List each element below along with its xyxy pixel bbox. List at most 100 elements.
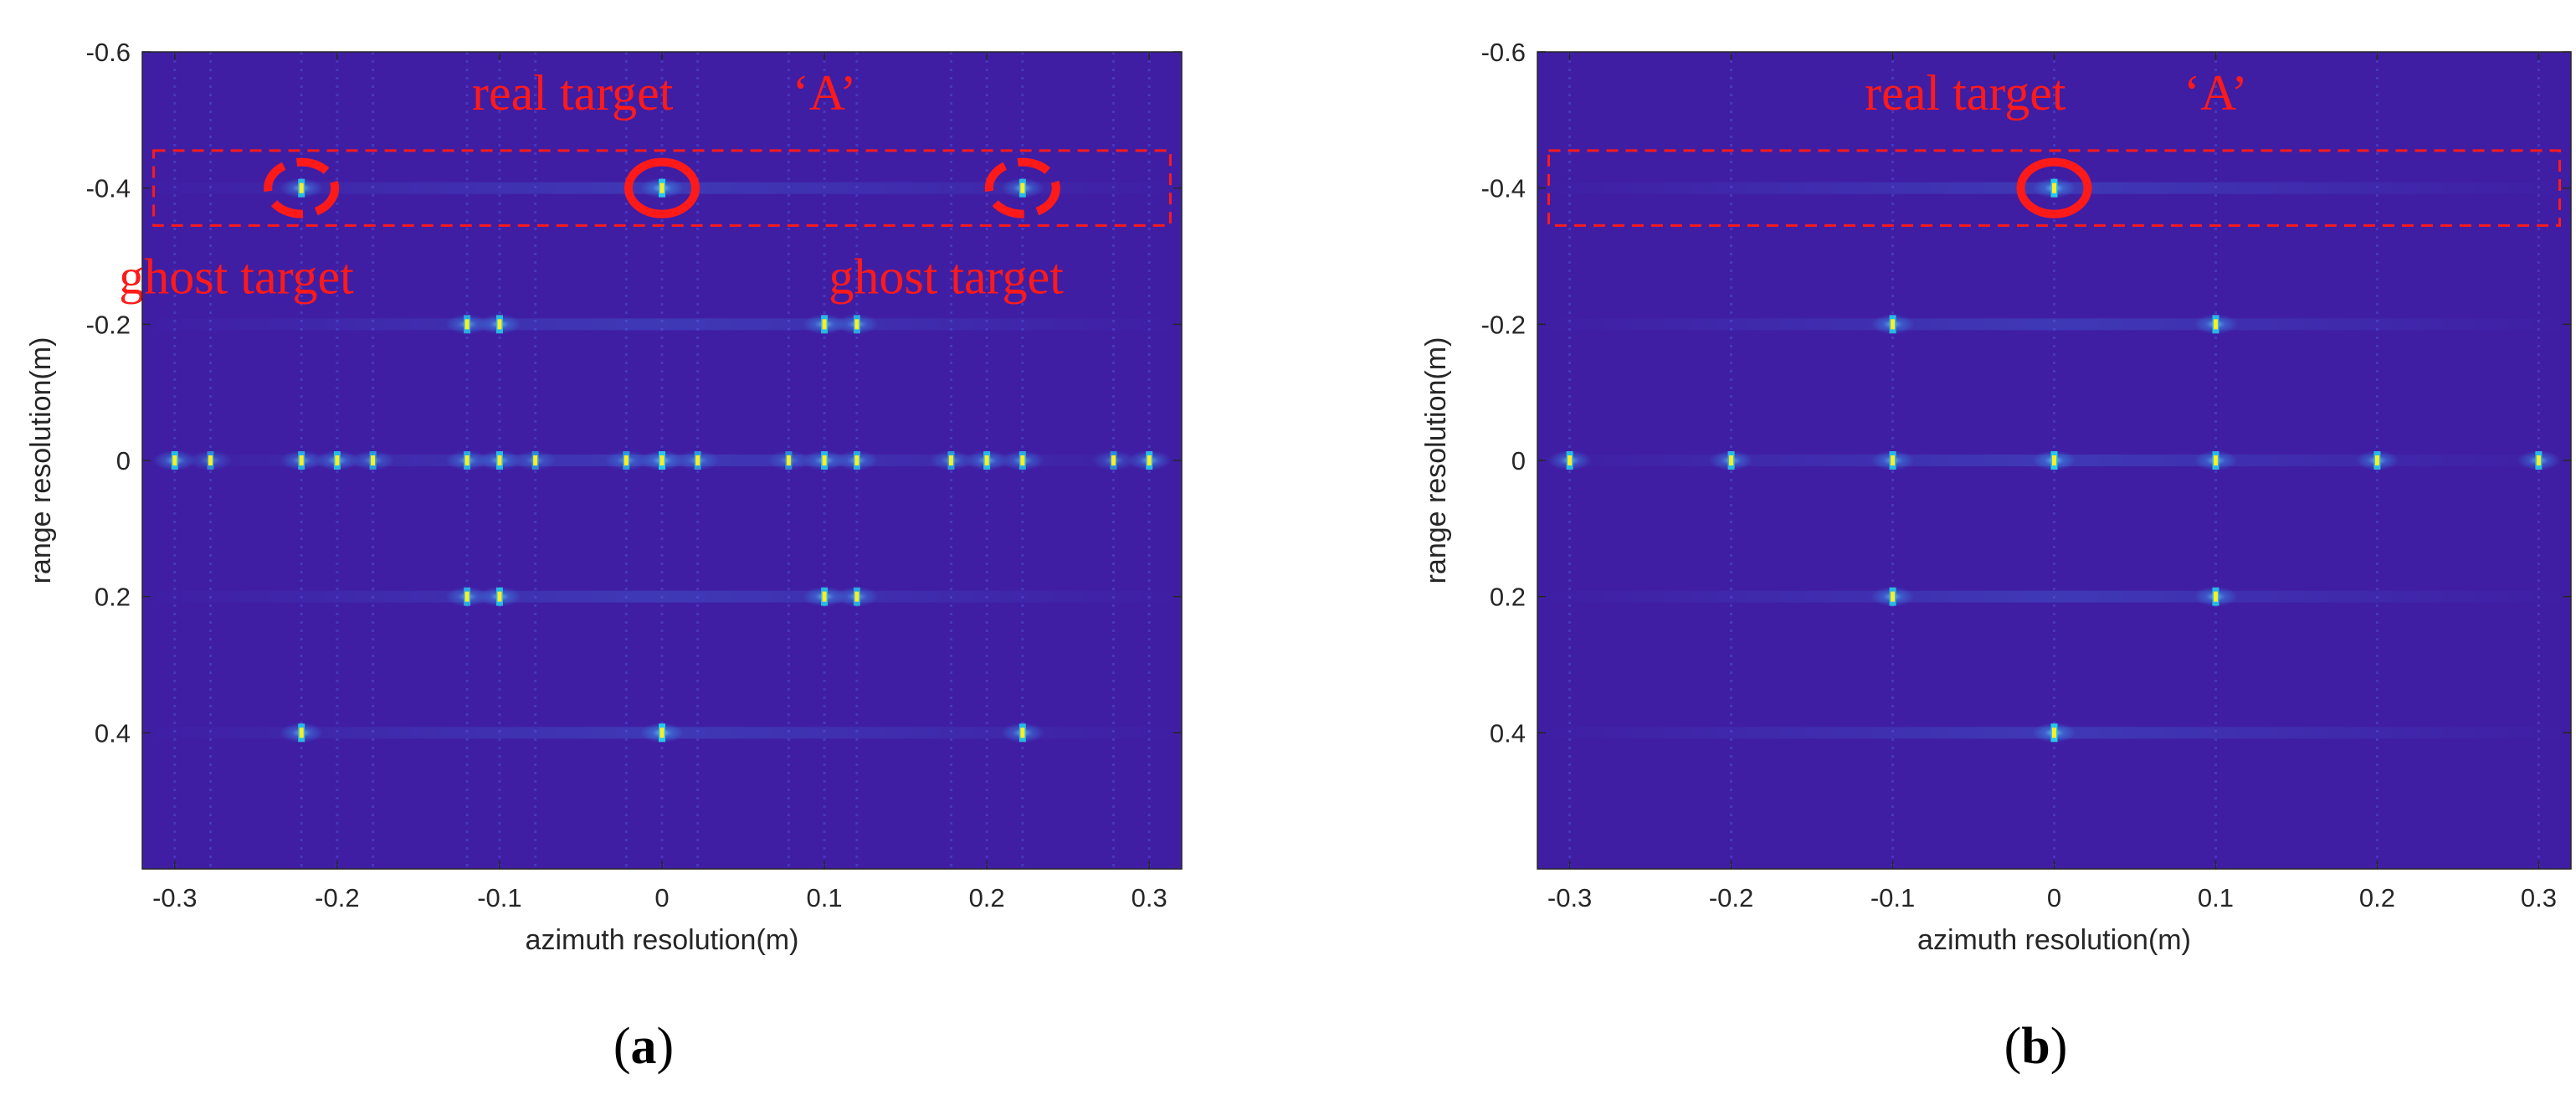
ghost-target-circle xyxy=(264,157,340,218)
y-tick-label: -0.4 xyxy=(86,174,131,203)
annotation-text: ‘A’ xyxy=(2183,65,2248,121)
panel-caption: (b) xyxy=(2004,1018,2068,1075)
scatter-point xyxy=(513,450,557,470)
y-tick-label: -0.4 xyxy=(1481,174,1526,203)
scatter-point xyxy=(767,450,811,470)
x-tick-label: -0.2 xyxy=(1709,883,1753,912)
panel-caption: (a) xyxy=(613,1018,674,1075)
y-tick-label: 0.2 xyxy=(95,583,131,612)
y-tick-label: 0.4 xyxy=(95,718,131,748)
annotations-layer: real target ‘A’ ghost target ghost target xyxy=(119,65,1172,305)
scatter-point xyxy=(640,722,684,743)
x-tick-label: -0.3 xyxy=(1547,883,1592,912)
annotation-text: real target xyxy=(1865,65,2066,121)
scatter-point xyxy=(929,450,973,470)
scatter-point xyxy=(834,450,879,470)
scatter-point xyxy=(2194,450,2238,470)
y-tick-label: 0 xyxy=(1511,446,1526,475)
scatter-point xyxy=(315,450,359,470)
scatter-point xyxy=(1091,450,1136,470)
scatter-points xyxy=(1547,177,2561,743)
x-tick-label: 0.3 xyxy=(1131,883,1167,912)
scatter-point xyxy=(2355,450,2399,470)
y-tick-label: -0.6 xyxy=(1481,38,1526,67)
x-tick-label: 0.2 xyxy=(2359,883,2395,912)
scatter-point xyxy=(188,450,233,470)
annotation-text: ghost target xyxy=(119,249,354,305)
scatter-point xyxy=(152,450,197,470)
scatter-point xyxy=(2032,722,2076,743)
x-axis-ticks: -0.3 -0.2 -0.1 0 0.1 0.2 0.3 xyxy=(1547,52,2557,912)
x-tick-label: 0.2 xyxy=(969,883,1005,912)
horizontal-sidelobe xyxy=(142,590,1182,603)
scatter-point xyxy=(803,586,847,607)
x-axis-label: azimuth resolution(m) xyxy=(526,924,799,956)
scatter-point xyxy=(640,450,684,470)
scatter-point xyxy=(1870,586,1915,607)
y-axis-label: range resolution(m) xyxy=(1420,337,1452,584)
scatter-point xyxy=(477,450,521,470)
scatter-point xyxy=(1000,450,1044,470)
dashed-highlight-box xyxy=(152,149,1172,227)
scatter-point xyxy=(675,450,720,470)
scatter-point xyxy=(280,722,324,743)
scatter-point xyxy=(351,450,395,470)
y-tick-label: 0 xyxy=(116,446,131,475)
scatter-point xyxy=(1000,177,1044,198)
horizontal-sidelobe xyxy=(142,318,1182,331)
horizontal-sidelobe xyxy=(1537,590,2571,603)
scatter-point xyxy=(2194,314,2238,335)
scatter-point xyxy=(834,586,879,607)
annotation-text: ghost target xyxy=(829,249,1064,305)
scatter-point xyxy=(1547,450,1592,470)
y-tick-label: -0.6 xyxy=(86,38,131,67)
scatter-point xyxy=(803,314,847,335)
ghost-target-circle xyxy=(984,157,1060,218)
x-tick-label: -0.1 xyxy=(1870,883,1915,912)
scatter-point xyxy=(2194,586,2238,607)
y-tick-label: -0.2 xyxy=(1481,310,1526,339)
scatter-point xyxy=(1127,450,1172,470)
y-tick-label: -0.2 xyxy=(86,310,131,339)
y-tick-label: 0.2 xyxy=(1490,583,1526,612)
scatter-point xyxy=(477,314,521,335)
scatter-point xyxy=(280,177,324,198)
scatter-point xyxy=(604,450,649,470)
annotations-layer: real target ‘A’ xyxy=(1547,65,2561,227)
panel-a: real target ‘A’ ghost target ghost target -… xyxy=(25,38,1183,1075)
scatter-point xyxy=(1709,450,1753,470)
x-tick-label: 0 xyxy=(654,883,669,912)
scatter-points xyxy=(152,177,1172,743)
panel-caption-letter: b xyxy=(2021,1018,2050,1075)
y-tick-label: 0.4 xyxy=(1490,718,1526,748)
x-axis-label: azimuth resolution(m) xyxy=(1917,924,2191,956)
real-target-circle xyxy=(2016,157,2092,218)
x-axis-ticks: -0.3 -0.2 -0.1 0 0.1 0.2 0.3 xyxy=(152,52,1167,912)
scatter-point xyxy=(640,177,684,198)
x-tick-label: 0.3 xyxy=(2521,883,2557,912)
x-tick-label: 0.1 xyxy=(807,883,843,912)
scatter-point xyxy=(280,450,324,470)
real-target-circle xyxy=(624,157,700,218)
scatter-point xyxy=(445,314,490,335)
y-axis-label: range resolution(m) xyxy=(25,337,57,584)
scatter-point xyxy=(803,450,847,470)
annotation-text: ‘A’ xyxy=(793,65,857,121)
scatter-point xyxy=(834,314,879,335)
panel-caption-letter: a xyxy=(631,1018,657,1075)
x-tick-label: 0 xyxy=(2047,883,2061,912)
annotation-text: real target xyxy=(472,65,674,121)
y-axis-ticks: -0.6 -0.4 -0.2 0 0.2 0.4 xyxy=(1481,38,2571,748)
scatter-point xyxy=(445,450,490,470)
scatter-point xyxy=(477,586,521,607)
scatter-point xyxy=(1870,450,1915,470)
scatter-point xyxy=(2517,450,2561,470)
x-tick-label: 0.1 xyxy=(2198,883,2234,912)
scatter-point xyxy=(2032,450,2076,470)
dashed-highlight-box xyxy=(1547,149,2561,227)
y-axis-ticks: -0.6 -0.4 -0.2 0 0.2 0.4 xyxy=(86,38,1182,748)
scatter-point xyxy=(1870,314,1915,335)
x-tick-label: -0.2 xyxy=(315,883,359,912)
panel-b: real target ‘A’ -0.3 -0.2 -0.1 0 0.1 0.2 0.3 -0… xyxy=(1420,38,2572,1075)
